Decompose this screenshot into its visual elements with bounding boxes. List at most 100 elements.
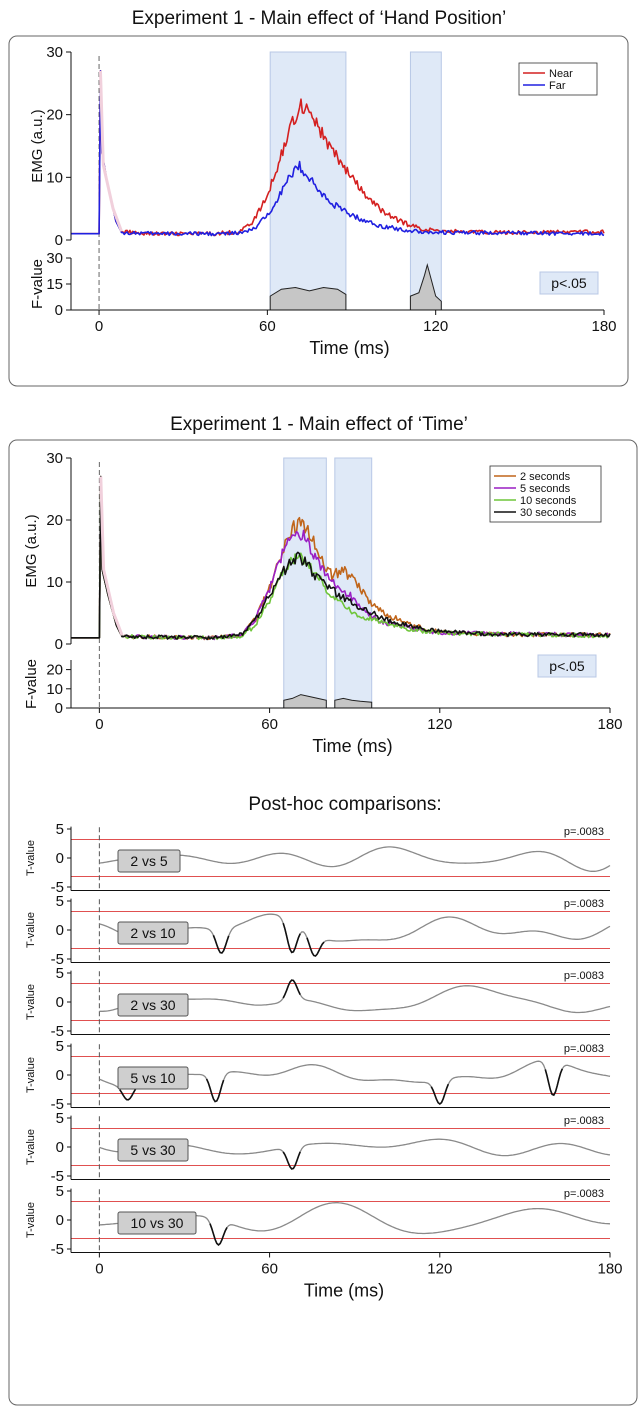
- legend-label: 5 seconds: [520, 483, 571, 495]
- y-tick-label: 5: [56, 893, 64, 910]
- p-annotation-box: [537, 654, 597, 678]
- legend-label: 30 seconds: [520, 507, 577, 519]
- significant-segment: [209, 1223, 228, 1246]
- y-axis-label: T-value: [25, 912, 37, 948]
- legend-label: Far: [549, 80, 566, 92]
- x-tick-label: 120: [427, 716, 452, 733]
- y-tick-label: -5: [51, 1168, 64, 1185]
- legend-label: 10 seconds: [520, 495, 577, 507]
- y-tick-label: -5: [51, 1241, 64, 1258]
- x-tick-label: 180: [597, 1260, 622, 1277]
- y-tick-label: 5: [56, 1183, 64, 1200]
- comparison-label: 2 vs 30: [130, 997, 175, 1013]
- significant-segment: [119, 1086, 138, 1101]
- y-tick-label: 20: [46, 107, 63, 124]
- threshold-label: p=.0083: [564, 1043, 604, 1055]
- x-axis-label: Time (ms): [312, 736, 392, 756]
- y-tick-label: -5: [51, 951, 64, 968]
- significant-segment: [306, 937, 325, 957]
- significant-segment: [282, 1151, 301, 1170]
- stimulus-artifact: [98, 70, 123, 232]
- f-tick-label: 20: [46, 662, 63, 679]
- t-value-trace: [99, 846, 611, 872]
- comparison-label: 2 vs 10: [130, 925, 175, 941]
- significant-segment: [282, 922, 301, 954]
- threshold-label: p=.0083: [564, 826, 604, 838]
- f-axis-label: F-value: [29, 259, 46, 309]
- p-annotation: p<.05: [549, 658, 585, 674]
- significance-window-0: [269, 51, 347, 311]
- x-tick-label: 60: [261, 1260, 278, 1277]
- comparison-label: 5 vs 30: [130, 1142, 175, 1158]
- y-tick-label: -5: [51, 879, 64, 896]
- y-tick-label: -5: [51, 1023, 64, 1040]
- comparison-label-box: [117, 849, 181, 873]
- x-tick-label: 120: [427, 1260, 452, 1277]
- legend-box: [518, 62, 598, 96]
- p-annotation-box: [539, 271, 599, 295]
- p-annotation: p<.05: [551, 275, 587, 291]
- chart2-plot: 0 10 20 30 EMG (a.u.) 0 10 20 F-value 0 60 120 180 Ti…: [23, 450, 623, 756]
- f-tick-label: 15: [46, 276, 63, 293]
- x-tick-label: 180: [591, 318, 616, 335]
- f-tick-label: 10: [46, 681, 63, 698]
- y-tick-label: 0: [55, 232, 63, 249]
- comparison-label: 2 vs 5: [130, 853, 168, 869]
- y-tick-label: 0: [56, 994, 64, 1011]
- comparison-label: 5 vs 10: [130, 1070, 175, 1086]
- posthoc-panel-2-vs-30: 5 0 -5 T-value p=.0083 2 vs 30: [25, 965, 611, 1040]
- y-tick-label: 5: [56, 1110, 64, 1127]
- threshold-label: p=.0083: [564, 970, 604, 982]
- y-axis-label: T-value: [25, 1057, 37, 1093]
- comparison-label-box: [117, 921, 189, 945]
- series-line-30-seconds: [71, 475, 611, 641]
- y-tick-label: 0: [56, 1212, 64, 1229]
- significant-segment: [212, 935, 230, 954]
- threshold-label: p=.0083: [564, 898, 604, 910]
- chart2-title: Experiment 1 - Main effect of ‘Time’: [170, 414, 468, 435]
- x-tick-label: 120: [423, 318, 448, 335]
- f-tick-label: 30: [46, 250, 63, 267]
- legend-label: 2 seconds: [520, 471, 571, 483]
- posthoc-title: Post-hoc comparisons:: [248, 794, 441, 815]
- chart2-frame: [8, 439, 638, 1406]
- y-axis-label: T-value: [25, 984, 37, 1020]
- posthoc-panel-2-vs-5: 5 0 -5 T-value p=.0083 2 vs 5: [25, 821, 611, 896]
- significant-segment: [544, 1068, 564, 1097]
- y-tick-label: 10: [46, 169, 63, 186]
- posthoc-panel-5-vs-10: 5 0 -5 T-value p=.0083 5 vs 10: [25, 1038, 611, 1113]
- y-tick-label: 5: [56, 821, 64, 838]
- x-tick-label: 0: [95, 716, 103, 733]
- threshold-label: p=.0083: [564, 1188, 604, 1200]
- significant-segment: [282, 979, 301, 999]
- comparison-label-box: [117, 993, 189, 1017]
- y-tick-label: 20: [46, 512, 63, 529]
- y-tick-label: 0: [56, 850, 64, 867]
- f-tick-label: 0: [55, 700, 63, 717]
- y-axis-label: EMG (a.u.): [29, 109, 46, 182]
- x-tick-label: 180: [597, 716, 622, 733]
- comparison-label-box: [117, 1066, 189, 1090]
- series-line-far: [71, 70, 605, 237]
- y-tick-label: -5: [51, 1096, 64, 1113]
- y-axis-label: T-value: [25, 1202, 37, 1238]
- posthoc-panel-5-vs-30: 5 0 -5 T-value p=.0083 5 vs 30: [25, 1110, 611, 1185]
- y-tick-label: 5: [56, 1038, 64, 1055]
- chart1-title: Experiment 1 - Main effect of ‘Hand Posi…: [132, 8, 507, 29]
- y-tick-label: 10: [46, 574, 63, 591]
- x-axis-label: Time (ms): [309, 338, 389, 358]
- significance-window-1: [334, 457, 373, 709]
- y-tick-label: 5: [56, 965, 64, 982]
- x-tick-label: 0: [95, 1260, 103, 1277]
- y-tick-label: 0: [56, 922, 64, 939]
- comparison-label-box: [117, 1138, 189, 1162]
- chart1-frame: [8, 35, 629, 387]
- y-axis-label: T-value: [25, 1129, 37, 1165]
- f-tick-label: 0: [55, 302, 63, 319]
- x-tick-label: 0: [95, 318, 103, 335]
- y-tick-label: 30: [46, 44, 63, 61]
- comparison-label: 10 vs 30: [131, 1215, 184, 1231]
- stimulus-artifact: [99, 476, 124, 636]
